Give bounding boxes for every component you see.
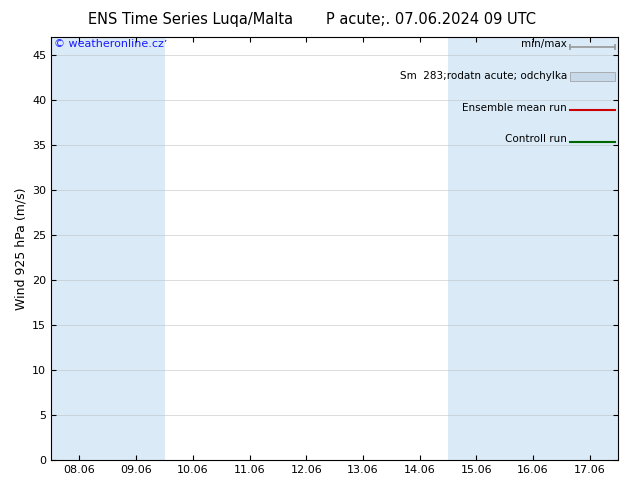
Text: Controll run: Controll run [505, 134, 567, 145]
Bar [108, 37, 164, 460]
Bar [570, 72, 615, 81]
Bar [51, 37, 108, 460]
Text: Ensemble mean run: Ensemble mean run [462, 102, 567, 113]
Text: P acute;. 07.06.2024 09 UTC: P acute;. 07.06.2024 09 UTC [326, 12, 536, 27]
Bar [561, 37, 618, 460]
Text: Sm  283;rodatn acute; odchylka: Sm 283;rodatn acute; odchylka [399, 71, 567, 81]
Text: ENS Time Series Luqa/Malta: ENS Time Series Luqa/Malta [87, 12, 293, 27]
Y-axis label: Wind 925 hPa (m/s): Wind 925 hPa (m/s) [15, 187, 28, 310]
Text: © weatheronline.czʼ: © weatheronline.czʼ [54, 39, 167, 49]
Bar [505, 37, 561, 460]
Bar [448, 37, 505, 460]
Text: min/max: min/max [521, 39, 567, 49]
